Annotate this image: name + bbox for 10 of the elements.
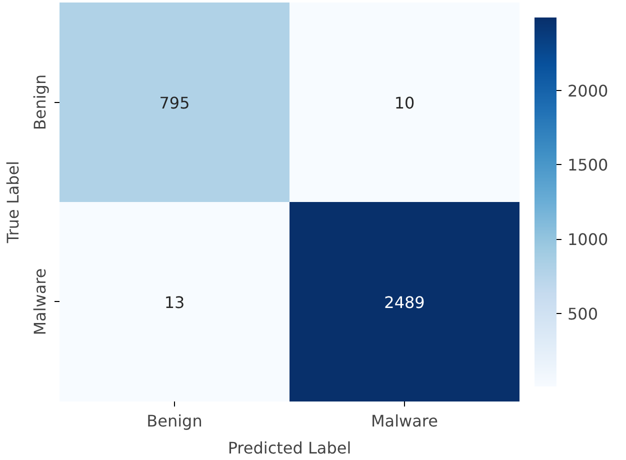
color-bar-label: 1000 [568, 230, 608, 250]
color-bar-label: 1500 [568, 156, 608, 175]
y-axis-title: True Label [4, 160, 22, 244]
data-label: 795 [159, 93, 190, 112]
color-bar-label: 2000 [568, 81, 608, 100]
data-label: 10 [394, 93, 415, 112]
data-label: 2489 [384, 292, 425, 312]
x-axis-title: Predicted Label [228, 438, 352, 458]
color-bar-label: 500 [568, 304, 598, 324]
data-label: 13 [164, 292, 185, 312]
